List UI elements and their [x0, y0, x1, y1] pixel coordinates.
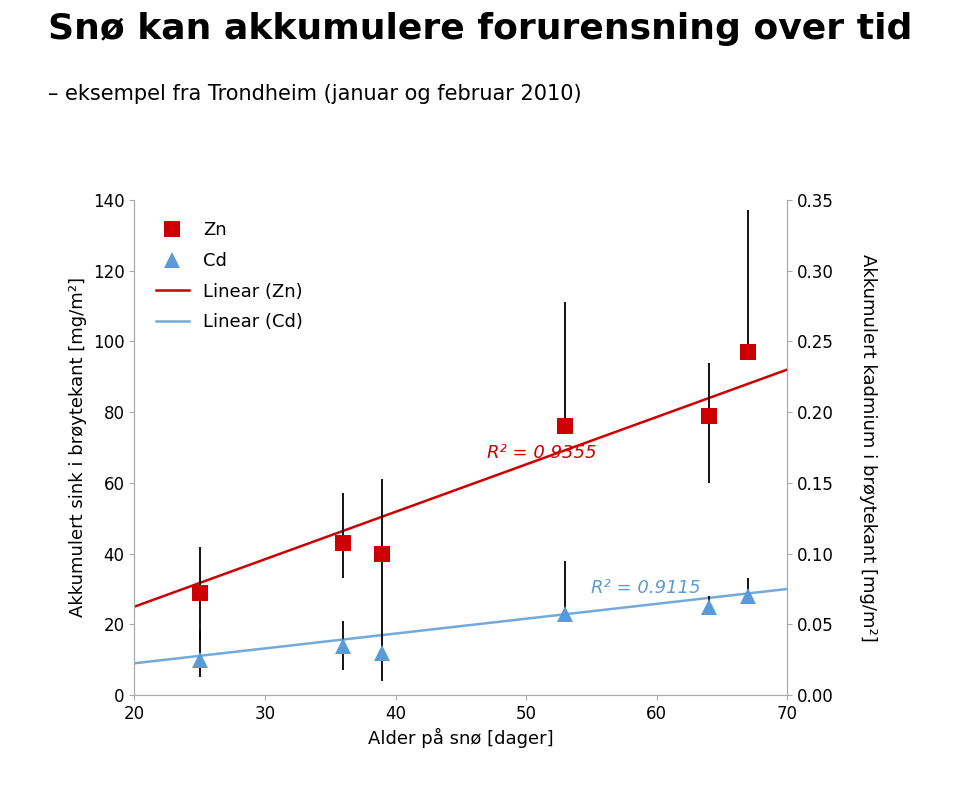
Y-axis label: Akkumulert sink i brøytekant [mg/m²]: Akkumulert sink i brøytekant [mg/m²] — [69, 277, 87, 618]
Text: R² = 0.9355: R² = 0.9355 — [487, 444, 596, 462]
Legend: Zn, Cd, Linear (Zn), Linear (Cd): Zn, Cd, Linear (Zn), Linear (Cd) — [149, 214, 310, 339]
Y-axis label: Akkumulert kadmium i brøytekant [mg/m²]: Akkumulert kadmium i brøytekant [mg/m²] — [859, 253, 876, 642]
Text: Snø kan akkumulere forurensning over tid: Snø kan akkumulere forurensning over tid — [48, 12, 912, 46]
X-axis label: Alder på snø [dager]: Alder på snø [dager] — [368, 729, 554, 749]
Text: – eksempel fra Trondheim (januar og februar 2010): – eksempel fra Trondheim (januar og febr… — [48, 84, 582, 104]
Text: R² = 0.9115: R² = 0.9115 — [591, 578, 701, 597]
